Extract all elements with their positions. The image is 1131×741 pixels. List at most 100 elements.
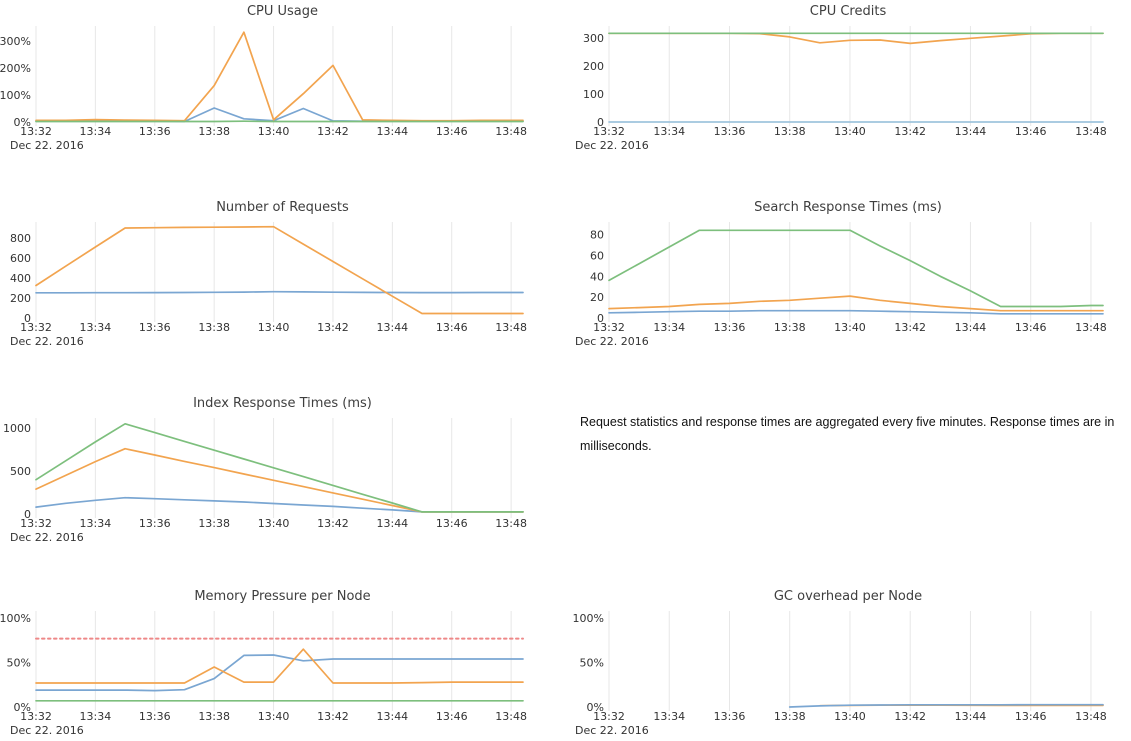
x-tick-label: 13:34	[80, 321, 112, 334]
y-tick-label: 0%	[14, 116, 31, 129]
x-tick-label: 13:40	[834, 321, 866, 334]
series-line-orange	[608, 295, 1104, 312]
x-tick-label: 13:42	[894, 125, 926, 138]
y-tick-label: 0	[597, 312, 604, 325]
x-tick-label: 13:44	[376, 710, 408, 723]
y-tick-label: 50%	[580, 657, 604, 670]
x-tick-label: 13:36	[139, 125, 171, 138]
x-axis-date-label: Dec 22. 2016	[10, 724, 84, 737]
x-axis-date-label: Dec 22. 2016	[575, 335, 649, 348]
x-tick-label: 13:40	[258, 517, 290, 530]
chart-cpu-credits: CPU Credits 0 100 200 300 13:32 13:34 13:36 13:…	[565, 0, 1131, 152]
chart-title: GC overhead per Node	[773, 589, 923, 604]
chart-search-response-times: Search Response Times (ms) 0 20 40 60 80 13:3…	[565, 196, 1131, 348]
series-line-blue	[35, 290, 524, 294]
aggregation-note: Request statistics and response times ar…	[580, 415, 1115, 453]
x-gridlines	[35, 611, 512, 711]
x-axis-date-label: Dec 22. 2016	[575, 724, 649, 737]
x-tick-label: 13:42	[317, 517, 349, 530]
y-tick-label: 0%	[587, 701, 604, 714]
x-tick-label: 13:46	[1015, 321, 1047, 334]
x-tick-label: 13:32	[593, 710, 625, 723]
x-tick-label: 13:48	[1075, 710, 1107, 723]
y-tick-label: 300%	[0, 35, 31, 48]
x-tick-label: 13:44	[376, 321, 408, 334]
series-line-blue	[35, 654, 524, 692]
x-axis-date-label: Dec 22. 2016	[10, 531, 84, 544]
chart-gc-overhead-per-node: GC overhead per Node 0% 50% 100% 13:32 13:34…	[565, 585, 1131, 737]
x-tick-label: 13:42	[317, 125, 349, 138]
series-line-orange	[608, 32, 1104, 45]
chart-canvas: 0% 50% 100% 13:32 13:34 13:36 13:38 13:40 13:42 1…	[0, 605, 565, 723]
x-tick-label: 13:34	[80, 517, 112, 530]
series-line-green	[608, 229, 1104, 308]
x-tick-label: 13:48	[495, 321, 527, 334]
y-tick-label: 0	[24, 508, 31, 521]
x-tick-label: 13:46	[436, 710, 468, 723]
x-tick-label: 13:36	[139, 517, 171, 530]
y-axis-labels: 0 20 40 60 80	[590, 229, 604, 325]
x-axis-labels: 13:32 13:34 13:36 13:38 13:40 13:42 13:44 13:46…	[593, 125, 1107, 138]
x-gridlines	[35, 26, 512, 126]
chart-number-of-requests: Number of Requests 0 200 400 600 800 13:32 13:…	[0, 196, 565, 348]
x-tick-label: 13:46	[436, 517, 468, 530]
y-tick-label: 300	[583, 32, 604, 45]
chart-title: Memory Pressure per Node	[194, 589, 371, 604]
series-line-orange	[35, 447, 524, 513]
y-tick-label: 100%	[0, 89, 31, 102]
chart-cpu-usage: CPU Usage 0% 100% 200% 300% 13:32 13:34 13:36 1…	[0, 0, 565, 152]
y-tick-label: 0	[597, 116, 604, 129]
x-gridlines	[35, 222, 512, 322]
x-axis-labels: 13:32 13:34 13:36 13:38 13:40 13:42 13:44 13:46…	[20, 710, 527, 723]
x-tick-label: 13:32	[20, 710, 52, 723]
series-line-blue	[35, 496, 524, 513]
y-tick-label: 0%	[14, 701, 31, 714]
x-tick-label: 13:32	[20, 321, 52, 334]
chart-title: Search Response Times (ms)	[754, 200, 942, 215]
chart-title: Number of Requests	[216, 200, 349, 215]
series-line-green	[35, 422, 524, 513]
x-tick-label: 13:38	[198, 517, 230, 530]
series-line-orange	[35, 648, 524, 684]
y-tick-label: 800	[10, 232, 31, 245]
x-tick-label: 13:36	[139, 321, 171, 334]
y-tick-label: 200%	[0, 62, 31, 75]
x-tick-label: 13:42	[894, 321, 926, 334]
x-axis-labels: 13:32 13:34 13:36 13:38 13:40 13:42 13:44 13:46…	[593, 710, 1107, 723]
x-tick-label: 13:44	[955, 710, 987, 723]
x-tick-label: 13:40	[834, 125, 866, 138]
x-tick-label: 13:42	[894, 710, 926, 723]
x-tick-label: 13:32	[20, 125, 52, 138]
x-tick-label: 13:42	[317, 710, 349, 723]
x-axis-labels: 13:32 13:34 13:36 13:38 13:40 13:42 13:44 13:46…	[593, 321, 1107, 334]
x-tick-label: 13:44	[955, 321, 987, 334]
y-tick-label: 400	[10, 272, 31, 285]
x-tick-label: 13:38	[198, 125, 230, 138]
x-tick-label: 13:38	[774, 710, 806, 723]
x-tick-label: 13:34	[653, 321, 685, 334]
x-gridlines	[608, 26, 1092, 126]
x-tick-label: 13:44	[376, 517, 408, 530]
x-axis-date-label: Dec 22. 2016	[10, 335, 84, 348]
y-axis-labels: 0% 50% 100%	[0, 612, 31, 714]
x-tick-label: 13:46	[436, 321, 468, 334]
x-tick-label: 13:36	[139, 710, 171, 723]
x-tick-label: 13:34	[80, 710, 112, 723]
plot-area: 0%50%100%13:32 13:34 13:36 13:38 13:40 13:42 1…	[0, 611, 527, 723]
y-tick-label: 40	[590, 270, 604, 283]
x-tick-label: 13:44	[376, 125, 408, 138]
y-tick-label: 0	[24, 312, 31, 325]
series-line-orange	[35, 225, 524, 315]
chart-canvas: 0 200 400 600 800 13:32 13:34 13:36 13:38 13:40 13…	[0, 216, 565, 334]
chart-memory-pressure-per-node: Memory Pressure per Node 0% 50% 100% 13:32 1…	[0, 585, 565, 737]
x-tick-label: 13:40	[258, 321, 290, 334]
x-tick-label: 13:34	[653, 710, 685, 723]
x-tick-label: 13:48	[1075, 125, 1107, 138]
y-tick-label: 500	[10, 465, 31, 478]
y-tick-label: 600	[10, 252, 31, 265]
chart-title: CPU Usage	[246, 4, 319, 19]
x-tick-label: 13:32	[20, 517, 52, 530]
x-tick-label: 13:36	[714, 710, 746, 723]
x-tick-label: 13:40	[258, 710, 290, 723]
